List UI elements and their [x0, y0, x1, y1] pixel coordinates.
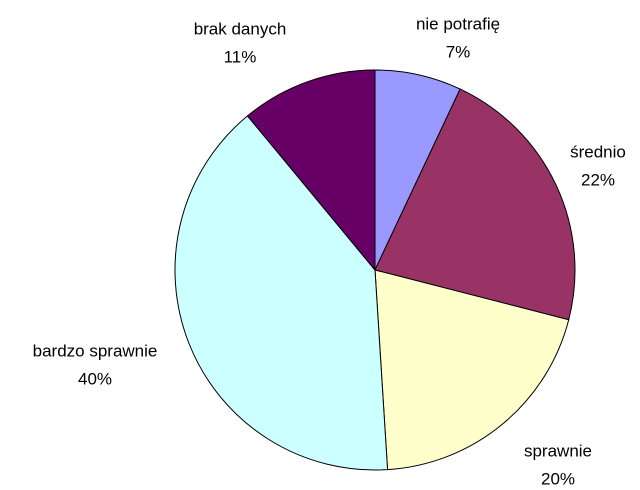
pie-slice — [174, 115, 389, 471]
pie-slice — [374, 269, 570, 471]
slice-label: brak danych — [194, 19, 287, 38]
slice-value-label: 11% — [224, 47, 257, 66]
slice-value-label: 7% — [446, 42, 471, 61]
slice-value-label: 22% — [581, 170, 615, 189]
slice-label: sprawnie — [524, 441, 592, 460]
slice-value-label: 20% — [541, 469, 575, 488]
pie-slice — [246, 69, 376, 272]
slice-value-label: 40% — [78, 369, 112, 388]
slice-label: nie potrafię — [416, 14, 500, 33]
pie-slice — [374, 88, 576, 321]
slice-label: średnio — [570, 142, 626, 161]
slice-label: bardzo sprawnie — [33, 341, 158, 360]
